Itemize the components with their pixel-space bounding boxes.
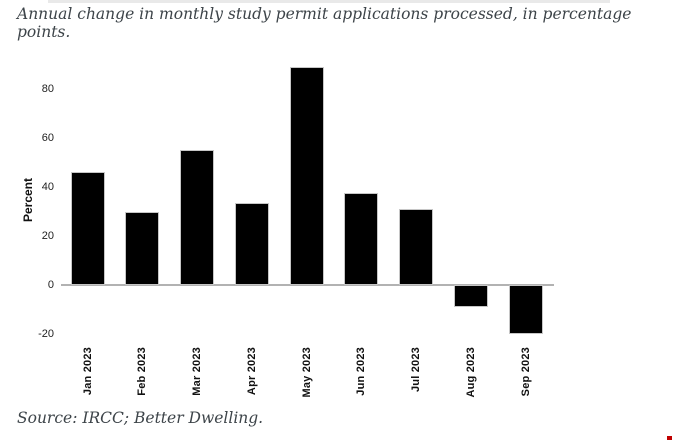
bar-apr-2023 — [234, 202, 269, 285]
x-tick-label: Jan 2023 — [81, 347, 94, 396]
y-tick-label: -20 — [38, 328, 54, 340]
bar-feb-2023 — [125, 211, 160, 285]
x-tick-label: Feb 2023 — [136, 347, 149, 396]
bar-jun-2023 — [344, 193, 379, 285]
x-axis-line — [61, 284, 554, 286]
chart-title: Annual change in monthly study permit ap… — [17, 5, 632, 41]
bar-jul-2023 — [399, 209, 433, 285]
bar-jan-2023 — [70, 172, 105, 285]
y-axis-label: Percent — [21, 177, 35, 223]
bar-aug-2023 — [453, 285, 488, 308]
y-tick-label: 20 — [41, 230, 54, 242]
x-tick-label: Sep 2023 — [519, 347, 532, 397]
red-artifact-dot — [667, 436, 672, 440]
source-text: Source: IRCC; Better Dwelling. — [17, 409, 264, 427]
x-tick-label: Aug 2023 — [464, 347, 477, 398]
y-tick-label: 60 — [41, 132, 54, 144]
x-tick-label: Jun 2023 — [355, 347, 368, 396]
x-tick-label: May 2023 — [300, 347, 313, 398]
y-tick-label: 40 — [41, 181, 54, 193]
bar-mar-2023 — [180, 150, 214, 285]
x-tick-label: Apr 2023 — [245, 347, 258, 396]
top-divider — [48, 0, 610, 3]
x-tick-label: Mar 2023 — [191, 347, 203, 396]
bar-sep-2023 — [508, 285, 543, 334]
bar-may-2023 — [289, 66, 324, 285]
y-tick-label: 80 — [41, 83, 54, 95]
y-tick-label: 0 — [47, 279, 54, 291]
x-tick-label: Jul 2023 — [410, 347, 422, 393]
